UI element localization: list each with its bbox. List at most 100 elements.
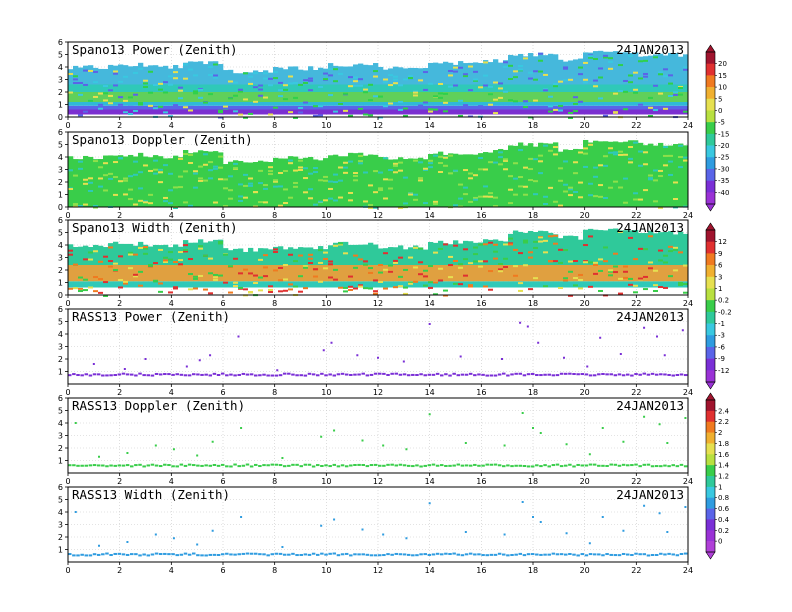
heatmap-speckle: [608, 186, 613, 189]
heatmap-speckle: [658, 249, 663, 252]
heatmap-cell: [228, 109, 234, 115]
x-tick-label: 10: [321, 477, 331, 486]
data-point: [684, 506, 687, 508]
band-point: [654, 373, 659, 376]
x-tick-label: 10: [321, 299, 331, 308]
heatmap-speckle: [518, 149, 523, 152]
heatmap-speckle: [328, 94, 333, 97]
heatmap-speckle: [298, 83, 303, 86]
heatmap-speckle: [558, 248, 563, 251]
heatmap-cell: [588, 265, 594, 282]
heatmap-cell: [398, 102, 404, 106]
heatmap-speckle: [163, 164, 168, 167]
heatmap-cell: [193, 242, 199, 265]
heatmap-speckle: [638, 60, 643, 63]
heatmap-speckle: [293, 181, 298, 184]
heatmap-cell: [78, 109, 84, 115]
x-tick-label: 24: [683, 121, 693, 130]
heatmap-speckle: [383, 197, 388, 200]
band-point: [460, 554, 465, 557]
heatmap-cell: [483, 102, 489, 106]
heatmap-cell: [83, 281, 89, 288]
heatmap-speckle: [483, 168, 488, 171]
heatmap-speckle: [573, 161, 578, 164]
band-point: [621, 374, 626, 377]
heatmap-cell: [673, 281, 679, 288]
band-point: [601, 372, 605, 375]
heatmap-speckle: [313, 167, 318, 170]
heatmap-cell: [473, 102, 479, 106]
x-tick-label: 4: [169, 121, 174, 130]
heatmap-speckle: [683, 283, 688, 286]
y-tick-label: 5: [58, 141, 63, 150]
heatmap-cell: [408, 247, 414, 265]
heatmap-cell: [153, 281, 159, 288]
heatmap-speckle: [433, 202, 438, 205]
colorbar-swatch: [706, 300, 715, 313]
band-point: [485, 374, 489, 377]
data-point: [405, 448, 408, 451]
heatmap-cell: [533, 281, 539, 288]
heatmap-speckle: [553, 153, 558, 156]
heatmap-cell: [143, 109, 149, 115]
heatmap-speckle: [123, 99, 128, 102]
heatmap-speckle: [603, 246, 608, 249]
data-point: [666, 531, 669, 533]
x-tick-label: 8: [272, 388, 277, 397]
band-point: [237, 373, 241, 376]
heatmap-speckle: [358, 258, 363, 261]
heatmap-speckle: [473, 198, 478, 201]
heatmap-cell: [308, 66, 314, 85]
heatmap-speckle: [343, 252, 348, 255]
heatmap-speckle: [178, 86, 183, 89]
band-point: [386, 373, 390, 376]
band-point: [365, 465, 370, 468]
heatmap-cell: [308, 109, 314, 115]
heatmap-cell: [528, 143, 534, 207]
heatmap-speckle: [563, 249, 568, 252]
heatmap-speckle: [498, 268, 503, 271]
heatmap-speckle: [503, 66, 508, 69]
band-point: [158, 465, 163, 468]
heatmap-speckle: [668, 275, 673, 278]
band-point: [113, 464, 117, 467]
data-point: [185, 365, 188, 368]
band-point: [278, 552, 283, 555]
heatmap-cell: [428, 281, 434, 288]
band-point: [679, 463, 684, 466]
heatmap-cell: [543, 105, 549, 110]
heatmap-speckle: [303, 79, 308, 82]
heatmap-cell: [293, 156, 299, 207]
heatmap-speckle: [398, 256, 403, 259]
heatmap-cell: [328, 265, 334, 282]
band-point: [167, 464, 171, 467]
heatmap-speckle: [613, 252, 618, 255]
heatmap-cell: [393, 66, 399, 85]
data-point: [563, 356, 565, 359]
y-tick-label: 2: [58, 88, 63, 97]
band-point: [588, 374, 593, 377]
heatmap-speckle: [508, 188, 513, 191]
heatmap-cell: [678, 56, 684, 85]
band-point: [671, 464, 675, 467]
heatmap-cell: [453, 109, 459, 115]
heatmap-cell: [93, 244, 99, 265]
heatmap-speckle: [573, 260, 578, 262]
heatmap-speckle: [318, 85, 323, 88]
heatmap-speckle: [248, 184, 253, 187]
heatmap-speckle: [563, 183, 568, 186]
heatmap-speckle: [393, 261, 398, 264]
heatmap-cell: [488, 239, 494, 265]
heatmap-cell: [498, 240, 504, 265]
heatmap-cell: [168, 105, 174, 110]
heatmap-speckle: [548, 149, 553, 152]
heatmap-cell: [398, 245, 404, 265]
heatmap-speckle: [73, 287, 78, 290]
heatmap-cell: [158, 265, 164, 282]
heatmap-cell: [348, 105, 354, 110]
heatmap-speckle: [323, 175, 328, 178]
heatmap-speckle: [163, 259, 168, 262]
band-point: [200, 554, 204, 557]
heatmap-speckle: [233, 285, 238, 288]
